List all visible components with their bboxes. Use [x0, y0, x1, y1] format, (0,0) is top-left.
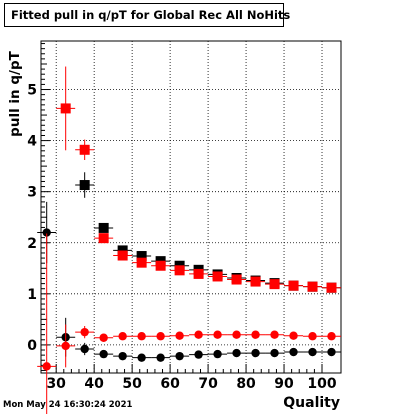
circle-marker	[156, 332, 165, 341]
circle-marker	[213, 349, 222, 359]
circle-marker	[80, 344, 89, 354]
circle-marker	[289, 331, 298, 340]
square-marker	[212, 271, 223, 282]
circle-marker	[270, 330, 279, 339]
square-marker	[98, 222, 109, 233]
square-marker	[136, 257, 147, 268]
circle-marker	[289, 347, 298, 357]
y-tick-label: 4	[27, 134, 37, 150]
circle-marker	[213, 330, 222, 339]
square-marker	[117, 250, 128, 261]
circle-marker	[175, 331, 184, 340]
circle-marker	[194, 350, 203, 359]
circle-marker	[251, 348, 260, 358]
circle-marker	[61, 341, 70, 351]
timestamp: Mon May 24 16:30:24 2021	[3, 400, 133, 410]
y-tick-label: 0	[27, 338, 37, 354]
chart-title: Fitted pull in q/pT for Global Rec All N…	[11, 8, 291, 22]
square-marker	[136, 251, 147, 262]
plot-frame	[40, 40, 342, 374]
circle-marker	[137, 332, 146, 341]
square-marker	[117, 245, 128, 256]
x-tick-label: 50	[122, 376, 142, 392]
x-tick-label: 40	[84, 376, 104, 392]
y-tick-label: 2	[27, 236, 37, 252]
square-marker	[193, 268, 204, 279]
square-marker	[79, 144, 90, 155]
y-tick-label: 5	[27, 83, 37, 99]
square-marker	[60, 103, 71, 114]
circle-marker	[232, 348, 241, 358]
x-tick-label: 80	[236, 376, 256, 392]
circle-marker	[308, 347, 317, 357]
circle-marker	[251, 330, 260, 339]
square-marker	[269, 279, 280, 290]
circle-marker	[118, 332, 127, 341]
square-marker	[155, 260, 166, 271]
circle-marker	[156, 353, 165, 362]
circle-marker	[194, 330, 203, 339]
circle-marker	[327, 347, 336, 357]
circle-marker	[327, 332, 336, 341]
circle-marker	[42, 362, 51, 371]
x-axis-label: Quality	[283, 395, 340, 411]
square-marker	[250, 276, 261, 287]
x-tick-label: 90	[274, 376, 294, 392]
circle-marker	[270, 348, 279, 358]
x-tick-label: 70	[198, 376, 218, 392]
circle-marker	[232, 330, 241, 339]
x-tick-label: 100	[307, 376, 336, 392]
circle-marker	[137, 353, 146, 362]
y-tick-label: 1	[27, 287, 37, 303]
square-marker	[326, 282, 337, 293]
circle-marker	[118, 351, 127, 361]
x-tick-label: 30	[46, 376, 66, 392]
title-box: Fitted pull in q/pT for Global Rec All N…	[4, 3, 290, 27]
y-axis-label: pull in q/pT	[7, 51, 23, 137]
x-tick-label: 60	[160, 376, 180, 392]
circle-marker	[175, 351, 184, 361]
circle-marker	[80, 327, 89, 337]
circle-marker	[42, 228, 51, 237]
square-marker	[231, 274, 242, 285]
square-marker	[288, 280, 299, 291]
square-marker	[174, 265, 185, 276]
circle-marker	[308, 332, 317, 341]
y-tick-label: 3	[27, 185, 37, 201]
square-marker	[98, 233, 109, 244]
circle-marker	[99, 349, 108, 359]
square-marker	[307, 281, 318, 292]
circle-marker	[99, 333, 108, 342]
square-marker	[79, 180, 90, 191]
